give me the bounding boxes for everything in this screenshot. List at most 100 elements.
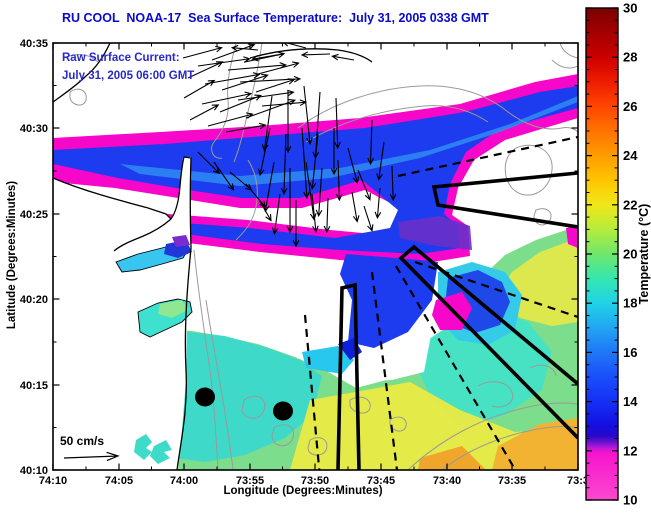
- bathymetry-contour: [529, 364, 557, 377]
- current-vector: [330, 128, 338, 176]
- current-vector: [197, 56, 251, 67]
- colorbar-tick-label: 20: [623, 247, 637, 262]
- current-vector: [309, 133, 319, 190]
- x-axis-label: Longitude (Degrees:Minutes): [223, 485, 383, 497]
- y-tick-label: 40:10: [20, 465, 48, 477]
- current-vector: [303, 85, 313, 145]
- current-vector: [305, 161, 317, 221]
- coastline: [170, 156, 192, 249]
- current-vector: [257, 197, 272, 222]
- current-vector: [334, 97, 341, 150]
- station-marker: [273, 401, 293, 421]
- land-area: [53, 178, 171, 470]
- sst-region-coastal-turquoise: [172, 330, 322, 462]
- current-vector: [204, 72, 261, 85]
- station-marker: [195, 387, 215, 407]
- x-tick-label: 73:50: [301, 475, 329, 487]
- x-tick-label: 73:45: [367, 475, 395, 487]
- bathymetry-contour: [233, 43, 263, 163]
- colorbar-tick-label: 22: [623, 197, 637, 212]
- bathymetry-contour: [193, 249, 219, 470]
- shipping-lane: [398, 244, 578, 440]
- figure-title: RU COOL NOAA-17 Sea Surface Temperature:…: [62, 11, 489, 25]
- y-axis-label: Latitude (Degrees:Minutes): [6, 180, 18, 330]
- current-vector: [183, 79, 216, 99]
- current-vector: [225, 122, 267, 133]
- current-vector: [251, 53, 283, 62]
- sst-region-harbor-purple-blob: [398, 216, 472, 250]
- colorbar-tick-label: 10: [623, 493, 637, 508]
- current-vector: [311, 193, 319, 234]
- colorbar-tick-label: 18: [623, 296, 637, 311]
- bathymetry-contour: [349, 396, 371, 414]
- current-vector: [335, 159, 343, 202]
- x-tick-label: 73:40: [433, 475, 461, 487]
- current-vector: [182, 45, 223, 59]
- current-vector: [213, 161, 235, 191]
- current-vector: [257, 127, 271, 177]
- y-tick-label: 40:25: [20, 209, 48, 221]
- y-tick-label: 40:30: [20, 123, 48, 135]
- bathymetry-contour: [297, 85, 578, 133]
- annotation-line1: Raw Surface Current:: [62, 52, 180, 64]
- coastline: [249, 48, 373, 63]
- lane-boundary-dashed: [414, 260, 578, 319]
- current-vector: [197, 151, 221, 175]
- current-vector: [292, 200, 300, 248]
- current-vector: [376, 141, 385, 181]
- colorbar: 30 28 26 24 22 20 18 16 14 12 10: [585, 1, 638, 508]
- current-vector: [300, 51, 331, 59]
- bay-patch: [172, 235, 190, 247]
- bathymetry-contour: [63, 54, 99, 63]
- y-tick-label: 40:15: [20, 380, 48, 392]
- x-tick-label: 74:10: [39, 475, 67, 487]
- current-vector: [187, 61, 224, 79]
- sst-region-midshelf-turquoise: [418, 308, 552, 428]
- sst-region-orange-s: [418, 446, 486, 470]
- current-vector: [286, 168, 294, 234]
- axis-ticks-layer: 74:10 74:05 74:00 73:55 73:50 73:45 73:40 73:35…: [20, 38, 589, 487]
- bathymetry-contour: [69, 88, 87, 106]
- current-vector: [230, 44, 259, 52]
- coastline: [53, 43, 111, 103]
- bay-patch: [134, 434, 152, 460]
- sst-region-orange-se: [492, 418, 578, 470]
- current-vectors-layer: [182, 43, 397, 248]
- x-tick-label: 73:55: [236, 475, 264, 487]
- scale-arrow: [63, 451, 120, 462]
- bathymetry-contour: [305, 105, 489, 143]
- current-vector: [283, 43, 307, 49]
- x-tick-label: 73:3: [567, 475, 589, 487]
- sst-region-cold-band-midblue-streak: [120, 96, 578, 186]
- current-vector: [351, 191, 360, 223]
- x-tick-label: 74:05: [105, 475, 133, 487]
- bathymetry-contour: [559, 43, 578, 59]
- current-vector: [257, 61, 300, 75]
- colorbar-tick-label: 26: [623, 99, 637, 114]
- bathymetry-contour: [504, 144, 553, 196]
- current-vector: [261, 95, 273, 152]
- current-vector: [237, 89, 295, 101]
- bathymetry-contour: [307, 437, 328, 456]
- colorbar-tick-label: 14: [623, 394, 638, 409]
- shipping-lane: [336, 282, 361, 470]
- colorbar-tick-label: 28: [623, 50, 637, 65]
- bathymetry-contour: [551, 59, 578, 69]
- current-vector: [201, 91, 253, 105]
- current-vector: [363, 205, 374, 232]
- colorbar-tick-label: 24: [623, 148, 638, 163]
- land-area: [53, 43, 112, 103]
- current-vector: [271, 193, 281, 235]
- current-vector: [221, 73, 269, 91]
- current-vector: [284, 90, 292, 154]
- current-vector: [211, 43, 256, 61]
- current-vector: [255, 78, 296, 93]
- y-tick-label: 40:20: [20, 294, 48, 306]
- current-vector: [189, 104, 220, 121]
- bathymetry-contour: [235, 159, 258, 241]
- current-vector: [347, 147, 360, 184]
- sst-region-blue-tongue: [340, 254, 438, 348]
- bathymetry-contour: [205, 299, 234, 470]
- bathymetry-contour: [407, 402, 578, 470]
